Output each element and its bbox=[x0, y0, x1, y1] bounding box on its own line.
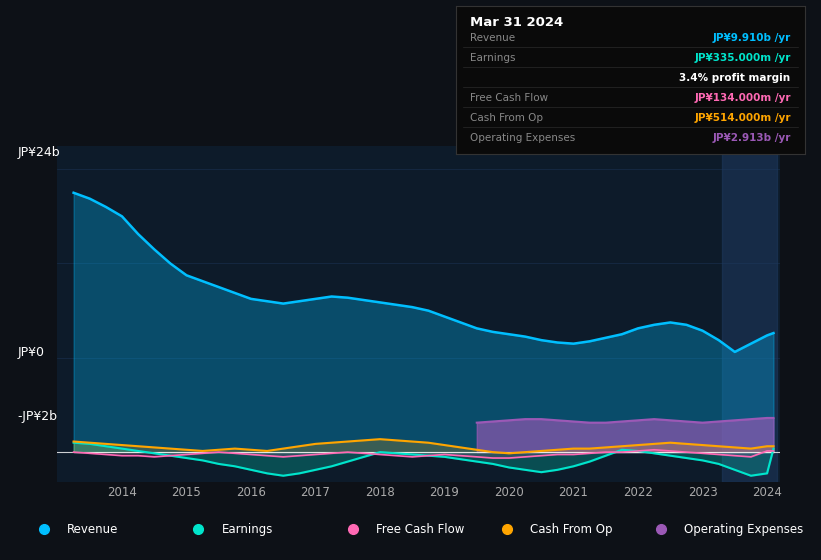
Text: JP¥335.000m /yr: JP¥335.000m /yr bbox=[695, 53, 791, 63]
Bar bbox=[722, 146, 777, 482]
Text: JP¥134.000m /yr: JP¥134.000m /yr bbox=[694, 94, 791, 104]
Text: 3.4% profit margin: 3.4% profit margin bbox=[680, 73, 791, 83]
Text: Revenue: Revenue bbox=[470, 33, 515, 43]
Text: Revenue: Revenue bbox=[67, 522, 118, 536]
Text: Mar 31 2024: Mar 31 2024 bbox=[470, 16, 563, 29]
Text: JP¥0: JP¥0 bbox=[18, 346, 44, 359]
Text: Free Cash Flow: Free Cash Flow bbox=[376, 522, 464, 536]
Text: JP¥9.910b /yr: JP¥9.910b /yr bbox=[713, 33, 791, 43]
Text: Free Cash Flow: Free Cash Flow bbox=[470, 94, 548, 104]
Text: Operating Expenses: Operating Expenses bbox=[470, 133, 575, 143]
Text: Earnings: Earnings bbox=[222, 522, 273, 536]
Text: -JP¥2b: -JP¥2b bbox=[18, 409, 57, 423]
Text: Earnings: Earnings bbox=[470, 53, 515, 63]
Text: JP¥24b: JP¥24b bbox=[18, 146, 61, 158]
Text: Cash From Op: Cash From Op bbox=[530, 522, 612, 536]
Text: Cash From Op: Cash From Op bbox=[470, 113, 543, 123]
Text: JP¥514.000m /yr: JP¥514.000m /yr bbox=[694, 113, 791, 123]
Text: Operating Expenses: Operating Expenses bbox=[685, 522, 804, 536]
Text: JP¥2.913b /yr: JP¥2.913b /yr bbox=[713, 133, 791, 143]
